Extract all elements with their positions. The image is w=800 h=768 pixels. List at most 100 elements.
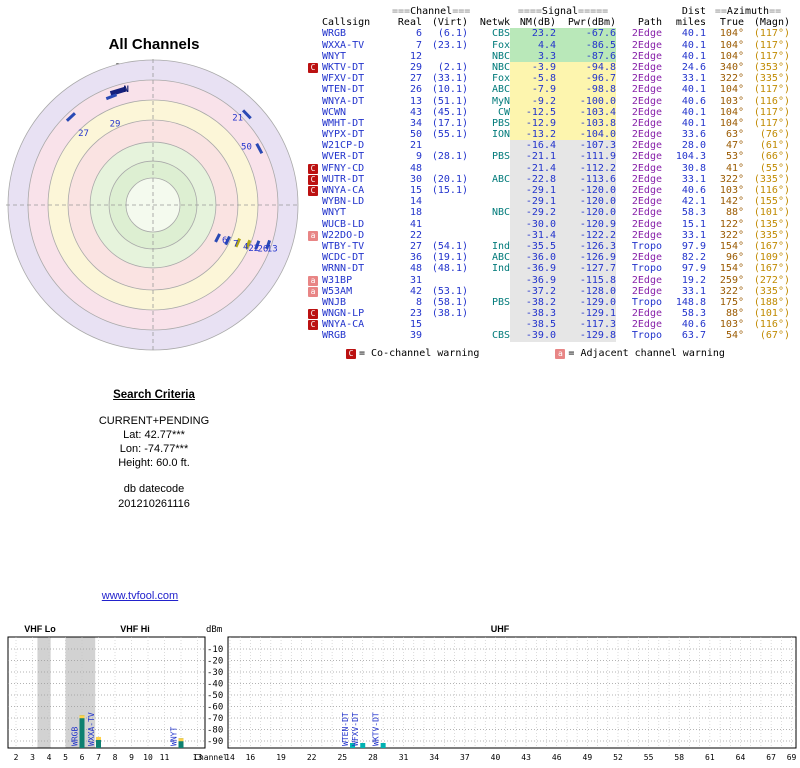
cell-magn: (335°) — [753, 73, 790, 85]
cell-nm: -13.2 — [510, 129, 556, 141]
channel-marker-label: 13 — [267, 244, 278, 254]
search-lon: Lon: -74.77*** — [119, 443, 189, 455]
cell-warn — [308, 330, 322, 341]
cell-true_az: 322° — [719, 73, 744, 85]
bar-callsign-label: WRGB — [71, 727, 80, 746]
tvfool-link[interactable]: www.tvfool.com — [101, 590, 179, 602]
header-warn — [308, 17, 322, 28]
header-true: True — [719, 17, 744, 29]
channel-marker-tick — [255, 142, 264, 155]
cell-callsign: W53AM — [322, 285, 353, 297]
header-miles: miles — [675, 17, 706, 29]
table-row: WVER-DT 9 (28.1) PBS -21.1 -111.9 2Edge 104.3 53… — [308, 151, 792, 163]
cell-nm: -36.9 — [510, 263, 556, 275]
co-channel-legend-text: = Co-channel warning — [359, 348, 480, 359]
cell-warn: a — [308, 286, 322, 297]
cell-callsign: WCDC-DT — [322, 252, 365, 264]
cell-magn: (117°) — [753, 50, 790, 62]
cell-virt: (20.1) — [431, 173, 468, 185]
cell-virt — [422, 140, 468, 151]
channel-marker-label: 29 — [110, 120, 121, 130]
header-netwk: Netwk — [479, 17, 510, 29]
cell-nm: -12.5 — [510, 106, 556, 118]
adjacent-channel-warning-badge: a — [308, 230, 318, 241]
cell-netwk: MyN — [491, 95, 510, 107]
cell-magn: (117°) — [753, 28, 790, 40]
header-spacer — [308, 6, 392, 17]
channel-tick-label: 25 — [337, 753, 347, 762]
cell-miles: 30.8 — [681, 162, 706, 174]
cell-virt: (48.1) — [431, 263, 468, 275]
channel-tick-label: 40 — [491, 753, 501, 762]
table-row: C WNGN-LP 23 (38.1) -38.3 -129.1 2Edge 58.3 88° (… — [308, 308, 792, 320]
cell-pwr: -113.6 — [556, 173, 616, 185]
cell-magn: (116°) — [753, 319, 790, 331]
cell-nm: -9.2 — [510, 95, 556, 107]
header-spacer — [468, 6, 510, 17]
channel-marker-tick — [241, 109, 252, 120]
cell-virt: (2.1) — [437, 61, 468, 73]
cell-netwk — [468, 185, 510, 196]
cell-netwk — [468, 308, 510, 319]
cell-path: 2Edge — [631, 117, 662, 129]
uhf-band-label: UHF — [491, 624, 510, 634]
cell-callsign: WFNY-CD — [322, 162, 365, 174]
table-row: WTEN-DT 26 (10.1) ABC -7.9 -98.8 2Edge 40.1 104°… — [308, 84, 792, 96]
channel-tick-label: 2 — [14, 753, 19, 762]
cell-netwk — [468, 163, 510, 174]
table-row: a W22DO-D 22 -31.4 -122.2 2Edge 33.1 322° (335°) — [308, 229, 792, 241]
channel-tick-label: 11 — [160, 753, 170, 762]
cell-true_az: 154° — [719, 263, 744, 275]
header-nm: NM(dB) — [519, 17, 556, 29]
cell-pwr: -128.0 — [556, 285, 616, 297]
cell-warn: C — [308, 62, 322, 73]
cell-magn: (76°) — [759, 129, 790, 141]
cell-virt — [422, 319, 468, 330]
signal-bar — [96, 736, 101, 748]
channel-marker-label: 22 — [248, 244, 259, 254]
cell-nm: -38.2 — [510, 296, 556, 309]
channel-tick-label: 13 — [193, 753, 203, 762]
cell-pwr: -96.7 — [556, 73, 616, 85]
adjacent-channel-legend-text: = Adjacent channel warning — [568, 348, 725, 359]
cell-path: 2Edge — [631, 106, 662, 118]
cell-real: 9 — [415, 151, 422, 163]
header-path: Path — [637, 17, 662, 29]
bar-callsign-label: WNYT — [170, 727, 179, 746]
cell-miles: 97.9 — [681, 263, 706, 275]
header-group-signal: ====Signal===== — [517, 6, 609, 17]
cell-true_az: 63° — [725, 129, 744, 141]
cell-true_az: 104° — [719, 39, 744, 51]
cell-real: 48 — [409, 162, 422, 174]
cell-nm: -29.1 — [510, 185, 556, 197]
cell-path: Tropo — [631, 330, 662, 342]
cell-virt: (19.1) — [431, 252, 468, 264]
cell-path: 2Edge — [631, 39, 662, 51]
search-height: Height: 60.0 ft. — [118, 457, 190, 469]
cell-virt — [422, 163, 468, 174]
channel-tick-label: 31 — [399, 753, 409, 762]
cell-real: 12 — [409, 50, 422, 62]
cell-real: 27 — [409, 240, 422, 252]
cell-warn — [308, 140, 322, 151]
db-datecode-label: db datecode — [123, 483, 185, 495]
cell-warn: C — [308, 185, 322, 196]
cell-netwk — [468, 196, 510, 207]
cell-real: 13 — [409, 95, 422, 107]
cell-miles: 58.3 — [681, 207, 706, 219]
cell-true_az: 322° — [719, 285, 744, 297]
table-row: WNYT 12 NBC 3.3 -87.6 2Edge 40.1 104° (117°) — [308, 50, 792, 62]
cell-nm: -22.8 — [510, 173, 556, 185]
cell-miles: 33.1 — [681, 229, 706, 241]
cell-miles: 33.1 — [681, 173, 706, 185]
cell-miles: 40.1 — [681, 28, 706, 40]
cell-miles: 19.2 — [681, 274, 706, 286]
channel-tick-label: 4 — [47, 753, 52, 762]
cell-path: 2Edge — [631, 196, 662, 208]
cell-path: Tropo — [631, 240, 662, 252]
search-mode: CURRENT+PENDING — [98, 415, 210, 427]
cell-path: 2Edge — [631, 140, 662, 152]
cell-callsign: W22DO-D — [322, 229, 365, 241]
cell-pwr: -111.9 — [556, 151, 616, 163]
